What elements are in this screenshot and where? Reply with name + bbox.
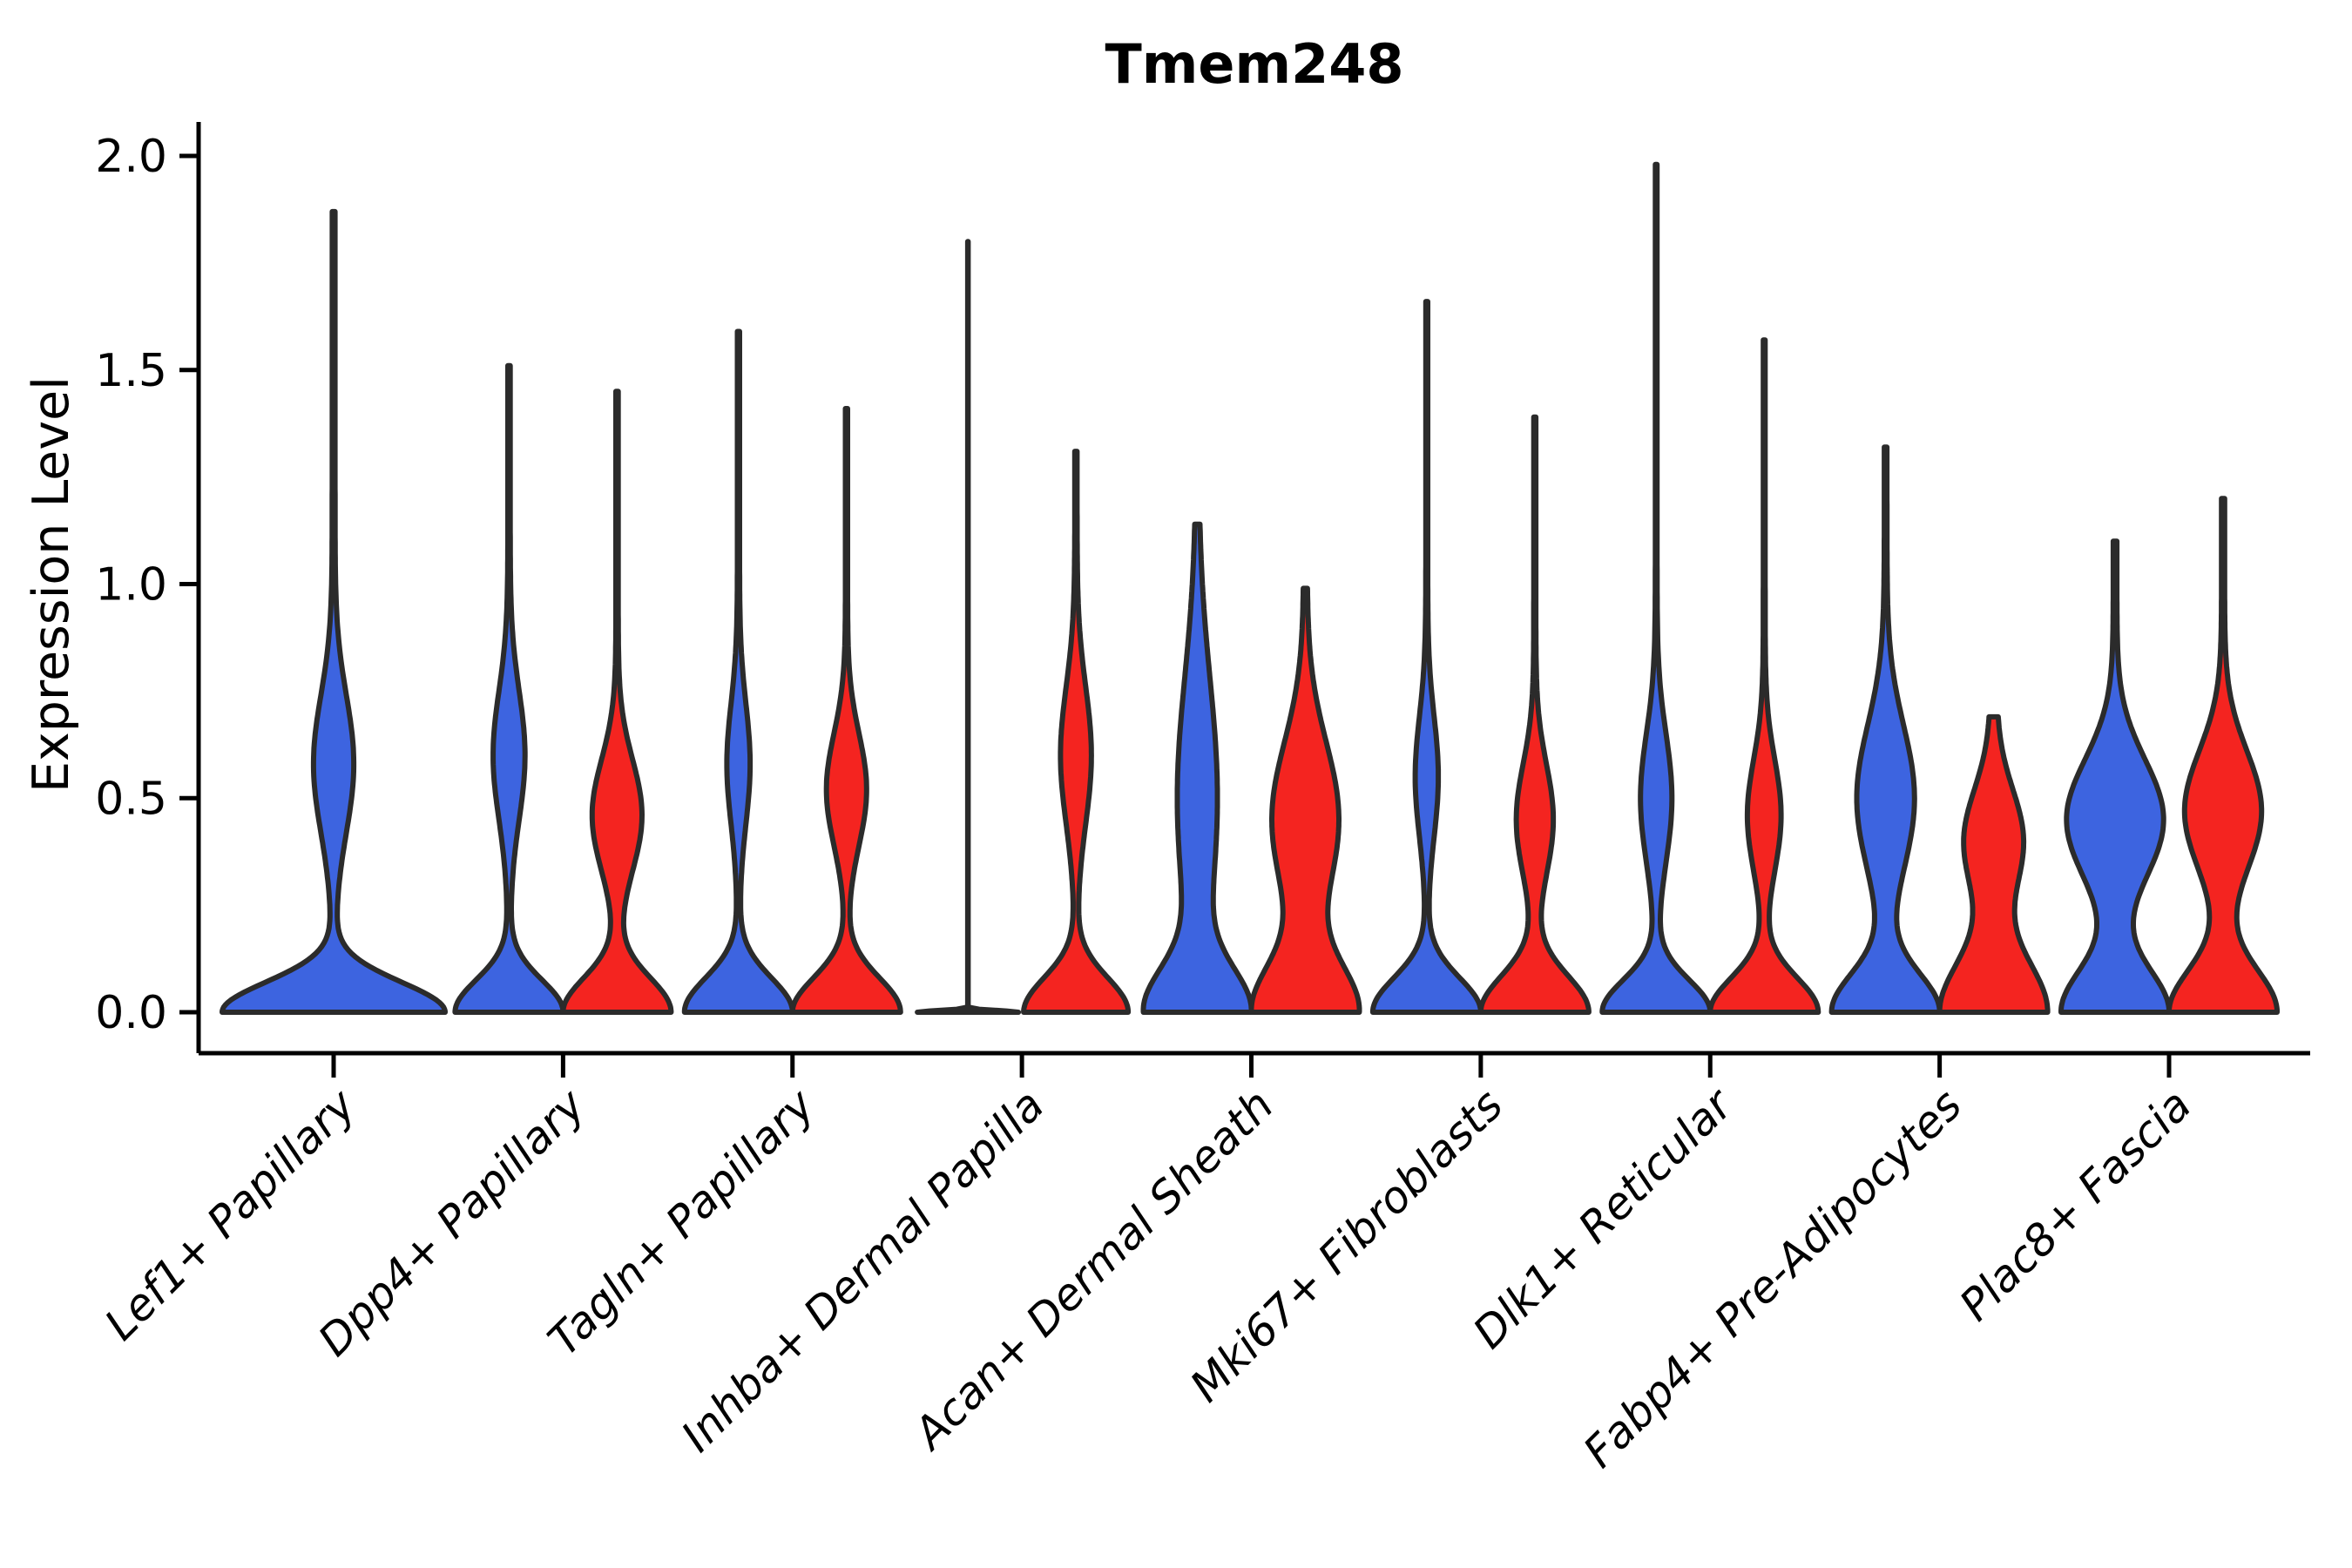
violin-blue-mki67-fibroblasts [1369,299,1484,1015]
x-tick-label: Inhba+ Dermal Papilla [672,1079,1053,1461]
y-tick-label: 0.5 [95,773,167,825]
violin-blue-lef1-papillary [220,208,448,1015]
violin-red-mki67-fibroblasts [1477,414,1592,1015]
y-tick-label: 2.0 [95,131,167,183]
violins-layer [220,161,2280,1015]
y-tick-label: 0.0 [95,987,167,1039]
violin-red-inhba-dermal-papilla [1021,449,1132,1015]
violin-blue-dpp4-papillary [452,362,566,1015]
violin-red-dlk1-reticular [1707,337,1821,1015]
violin-blue-dlk1-reticular [1599,161,1713,1015]
violin-blue-fabp4-pre-adipocytes [1828,444,1943,1015]
y-tick-label: 1.5 [95,345,167,397]
chart-title: Tmem248 [1105,32,1404,96]
violin-red-dpp4-papillary [560,389,674,1015]
violin-blue-acan-dermal-sheath [1140,521,1254,1015]
violin-blue-tagln-papillary [681,328,795,1015]
y-tick-label: 1.0 [95,559,167,612]
violin-blue-inhba-dermal-papilla [915,239,1022,1015]
violin-red-plac8-fascia [2166,496,2280,1015]
x-tick-label: Acan+ Dermal Sheath [902,1079,1283,1460]
x-tick-label: Plac8+ Fascia [1950,1079,2201,1330]
violin-red-fabp4-pre-adipocytes [1936,713,2051,1015]
y-axis-label: Expression Level [23,376,80,793]
violin-red-tagln-papillary [789,406,903,1015]
violin-red-acan-dermal-sheath [1248,585,1362,1015]
x-tick-label: Fabp4+ Pre-Adipocytes [1574,1079,1972,1477]
violin-blue-plac8-fascia [2058,538,2172,1015]
x-tick-label: Lef1+ Papillary [95,1078,366,1349]
